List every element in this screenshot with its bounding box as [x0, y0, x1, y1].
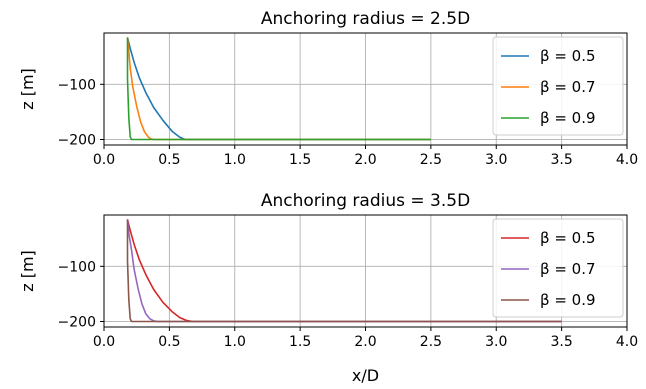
- ticks: 0.0 0.5 1.0 1.5 2.0 2.5 3.0 3.5 4.0 −100 −200: [58, 77, 639, 168]
- x-tick-label: 3.0: [485, 334, 507, 350]
- legend-label-2: β = 0.7: [540, 260, 596, 278]
- series-line-1: [126, 37, 431, 141]
- series-lines: [126, 37, 431, 141]
- x-axis-label: x/D: [352, 366, 379, 385]
- subplot-bottom: 0.0 0.5 1.0 1.5 2.0 2.5 3.0 3.5 4.0 −100 −200 Anch…: [18, 191, 638, 385]
- legend-label-2: β = 0.7: [540, 78, 596, 96]
- legend-label-1: β = 0.5: [540, 47, 596, 65]
- y-axis-label: z [m]: [18, 250, 37, 292]
- x-tick-label: 1.0: [224, 152, 246, 168]
- x-tick-label: 4.0: [616, 152, 638, 168]
- x-tick-label: 3.0: [485, 152, 507, 168]
- x-tick-label: 0.0: [93, 152, 115, 168]
- legend-label-3: β = 0.9: [540, 109, 596, 127]
- x-tick-label: 0.5: [158, 334, 180, 350]
- series-lines: [126, 219, 562, 323]
- chart-title: Anchoring radius = 3.5D: [261, 191, 470, 211]
- y-tick-label: −100: [58, 259, 96, 275]
- y-tick-label: −200: [58, 314, 96, 330]
- legend-label-3: β = 0.9: [540, 291, 596, 309]
- x-tick-label: 0.0: [93, 334, 115, 350]
- x-tick-label: 0.5: [158, 152, 180, 168]
- x-tick-label: 3.5: [550, 334, 572, 350]
- series-line-1: [126, 219, 562, 323]
- series-line-3: [126, 219, 562, 323]
- x-tick-label: 1.5: [289, 334, 311, 350]
- legend-label-1: β = 0.5: [540, 229, 596, 247]
- x-tick-label: 4.0: [616, 334, 638, 350]
- x-tick-label: 2.0: [354, 334, 376, 350]
- ticks: 0.0 0.5 1.0 1.5 2.0 2.5 3.0 3.5 4.0 −100 −200: [58, 259, 639, 350]
- y-tick-label: −100: [58, 77, 96, 93]
- x-tick-label: 2.5: [420, 152, 442, 168]
- legend: β = 0.5 β = 0.7 β = 0.9: [492, 218, 624, 318]
- legend-frame: [492, 36, 624, 136]
- chart-title: Anchoring radius = 2.5D: [261, 9, 470, 29]
- y-axis-label: z [m]: [18, 68, 37, 110]
- legend-frame: [492, 218, 624, 318]
- x-tick-label: 1.0: [224, 334, 246, 350]
- x-tick-label: 1.5: [289, 152, 311, 168]
- x-tick-label: 2.5: [420, 334, 442, 350]
- x-tick-label: 2.0: [354, 152, 376, 168]
- series-line-3: [126, 37, 431, 141]
- y-tick-label: −200: [58, 132, 96, 148]
- x-tick-label: 3.5: [550, 152, 572, 168]
- legend: β = 0.5 β = 0.7 β = 0.9: [492, 36, 624, 136]
- subplot-top: 0.0 0.5 1.0 1.5 2.0 2.5 3.0 3.5 4.0 −100 −200 Anch…: [18, 9, 638, 168]
